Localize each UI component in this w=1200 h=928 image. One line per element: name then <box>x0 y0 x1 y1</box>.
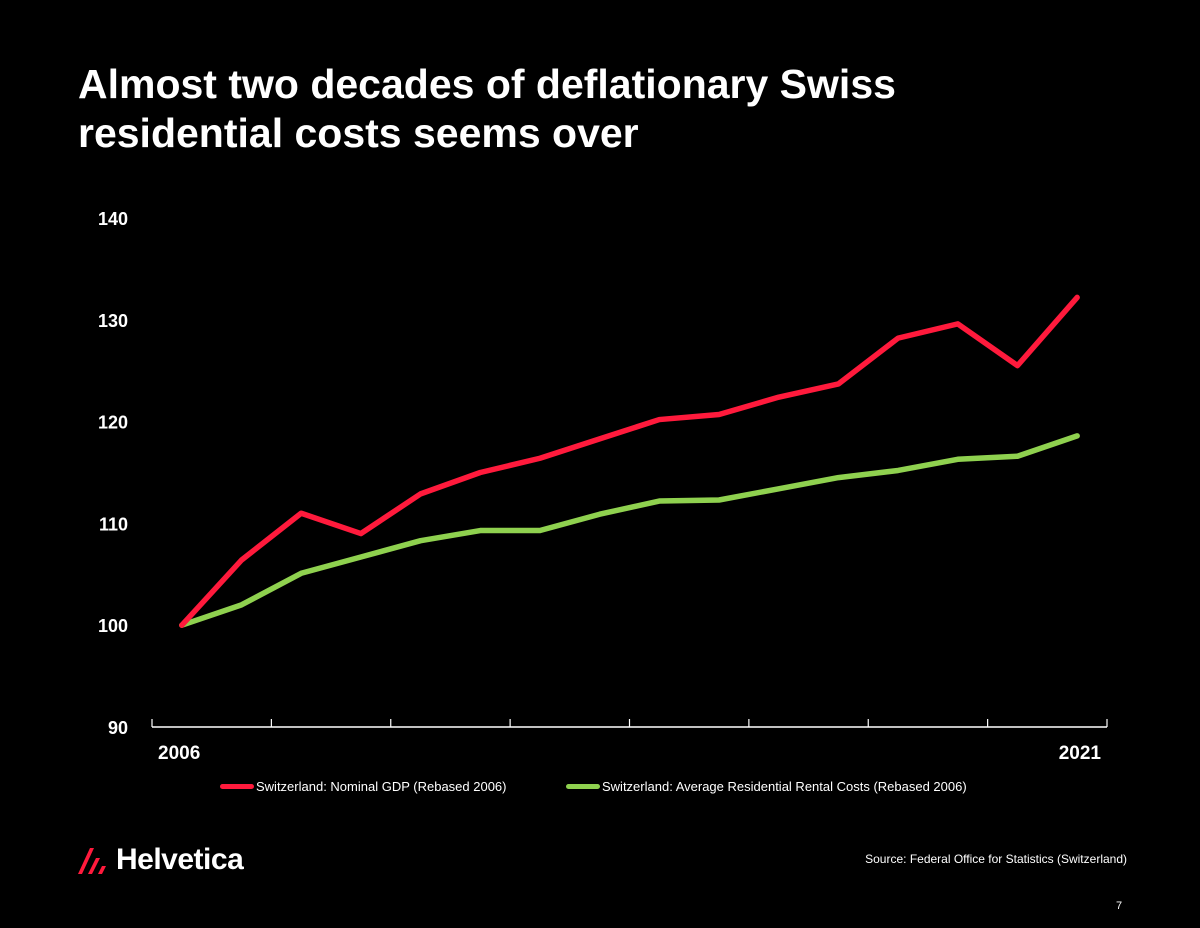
logo-slashes-icon <box>78 848 106 874</box>
legend-label-gdp: Switzerland: Nominal GDP (Rebased 2006) <box>256 779 507 794</box>
x-tick-label: 2006 <box>158 743 200 764</box>
y-tick-label: 130 <box>98 311 128 331</box>
legend-label-rent: Switzerland: Average Residential Rental … <box>602 779 967 794</box>
y-tick-label: 140 <box>98 209 128 229</box>
source-note: Source: Federal Office for Statistics (S… <box>865 852 1127 866</box>
helvetica-logo: Helvetica <box>76 843 244 877</box>
series-line-rent <box>179 433 1080 628</box>
legend-item-rent: Switzerland: Average Residential Rental … <box>566 779 967 794</box>
y-tick-label: 90 <box>108 718 128 738</box>
logo-text: Helvetica <box>116 843 244 876</box>
legend-swatch-rent <box>566 784 600 789</box>
page-number: 7 <box>1116 900 1123 912</box>
y-tick-label: 100 <box>98 616 128 636</box>
y-tick-label: 120 <box>98 413 128 433</box>
x-tick-label: 2021 <box>1059 743 1102 764</box>
legend-item-gdp: Switzerland: Nominal GDP (Rebased 2006) <box>220 779 507 794</box>
series-line-gdp <box>179 294 1080 628</box>
legend-swatch-gdp <box>220 784 254 789</box>
y-tick-label: 110 <box>99 514 128 534</box>
slide-title: Almost two decades of deflationary Swiss… <box>78 61 896 156</box>
